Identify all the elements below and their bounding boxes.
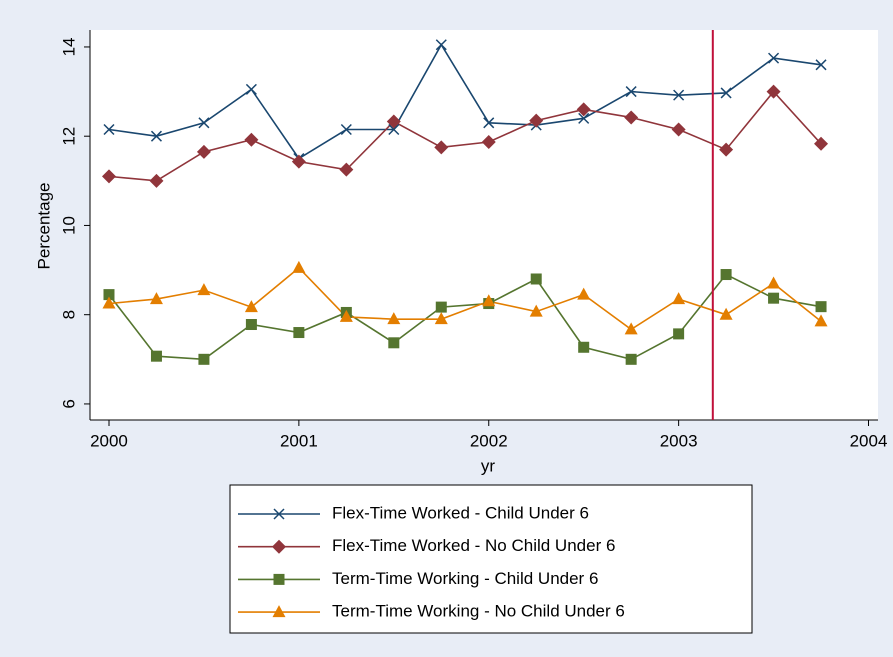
- marker: [149, 292, 163, 305]
- marker: [482, 294, 496, 307]
- marker: [767, 276, 781, 289]
- marker: [625, 353, 637, 365]
- marker: [150, 130, 162, 142]
- marker: [150, 350, 162, 362]
- marker: [768, 292, 780, 304]
- marker: [530, 273, 542, 285]
- legend-label: Term-Time Working - No Child Under 6: [332, 602, 625, 621]
- legend-label: Term-Time Working - Child Under 6: [332, 569, 598, 588]
- x-axis-label: yr: [481, 456, 496, 475]
- marker: [577, 287, 591, 300]
- series-line: [108, 43, 822, 160]
- marker: [340, 123, 352, 136]
- x-tick-label: 2004: [850, 431, 888, 450]
- series-line: [108, 90, 822, 182]
- marker: [388, 123, 400, 136]
- marker: [814, 314, 828, 327]
- legend-label: Flex-Time Worked - Child Under 6: [332, 503, 589, 522]
- marker: [671, 122, 686, 137]
- marker: [624, 322, 638, 335]
- marker: [768, 52, 780, 64]
- marker: [673, 89, 685, 101]
- marker: [244, 300, 258, 313]
- marker: [149, 173, 164, 188]
- marker: [766, 84, 781, 99]
- x-tick-label: 2000: [90, 431, 128, 450]
- y-tick-label: 8: [59, 310, 78, 319]
- marker: [101, 169, 116, 184]
- marker: [576, 102, 591, 117]
- legend-label: Flex-Time Worked - No Child Under 6: [332, 536, 615, 555]
- marker: [388, 337, 400, 349]
- marker: [245, 83, 257, 95]
- marker: [719, 307, 733, 320]
- marker: [672, 292, 686, 305]
- y-tick-label: 14: [59, 37, 78, 56]
- marker: [483, 117, 495, 129]
- y-tick-label: 6: [59, 399, 78, 408]
- marker: [720, 269, 732, 281]
- marker: [387, 312, 401, 325]
- marker: [197, 283, 211, 296]
- marker: [434, 140, 449, 155]
- marker: [273, 573, 285, 585]
- marker: [245, 319, 257, 331]
- marker: [720, 87, 732, 99]
- x-tick-label: 2001: [280, 431, 318, 450]
- marker: [339, 309, 353, 322]
- marker: [272, 539, 286, 554]
- x-tick-label: 2003: [660, 431, 698, 450]
- marker: [578, 112, 590, 124]
- marker: [814, 136, 829, 151]
- marker: [529, 304, 543, 317]
- marker: [435, 39, 447, 51]
- marker: [291, 154, 306, 169]
- marker: [272, 605, 286, 618]
- marker: [529, 113, 544, 128]
- legend: [229, 484, 753, 634]
- marker: [719, 142, 734, 157]
- marker: [244, 132, 259, 147]
- marker: [434, 312, 448, 325]
- y-tick-label: 10: [59, 216, 78, 235]
- y-axis-label: Percentage: [34, 183, 53, 270]
- marker: [815, 301, 827, 313]
- marker: [103, 289, 115, 301]
- plot-area: [90, 30, 878, 420]
- x-tick-label: 2002: [470, 431, 508, 450]
- marker: [198, 353, 210, 365]
- marker: [815, 59, 827, 71]
- marker: [196, 144, 211, 159]
- marker: [386, 114, 401, 129]
- marker: [293, 327, 305, 339]
- marker: [578, 341, 590, 353]
- marker: [273, 508, 285, 520]
- series-line: [108, 273, 822, 361]
- marker: [198, 117, 210, 129]
- marker: [673, 328, 685, 340]
- marker: [624, 110, 639, 125]
- y-tick-label: 12: [59, 127, 78, 146]
- marker: [102, 296, 116, 309]
- series-line: [108, 266, 822, 331]
- marker: [625, 86, 637, 98]
- marker: [481, 135, 496, 150]
- marker: [292, 260, 306, 273]
- marker: [339, 162, 354, 177]
- marker: [103, 123, 115, 136]
- marker: [435, 301, 447, 313]
